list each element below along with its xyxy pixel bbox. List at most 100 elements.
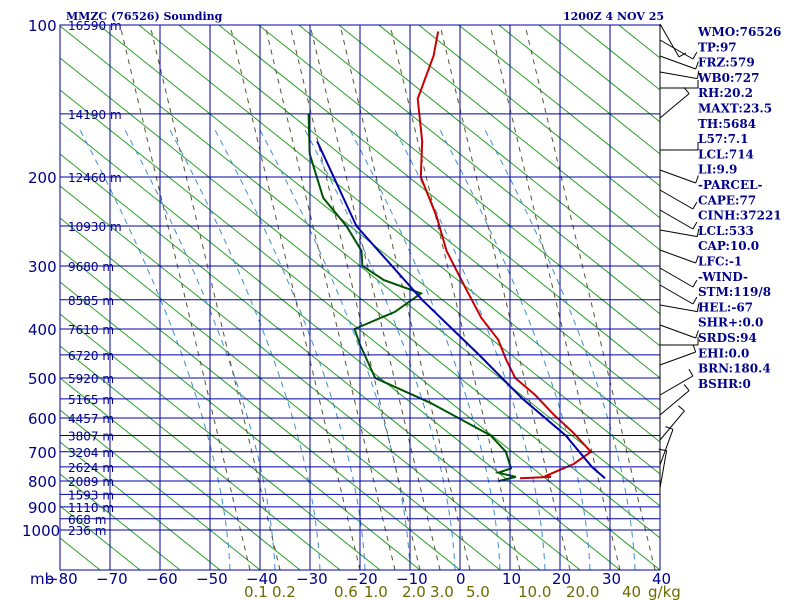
dry-adiabat: [60, 313, 381, 570]
wind-barb-flag: [695, 175, 699, 184]
index-value: LI:9.9: [698, 163, 737, 177]
height-label: 5165 m: [68, 393, 114, 407]
wind-barb: [659, 169, 696, 184]
index-value: LFC:-1: [698, 255, 742, 269]
wind-barb-flag: [665, 426, 674, 430]
wind-barb: [659, 450, 668, 489]
dry-adiabat: [258, 25, 660, 347]
height-label: 2624 m: [68, 461, 114, 475]
dry-adiabat: [418, 25, 660, 219]
valid-time: 1200Z 4 NOV 25: [563, 10, 664, 23]
wind-barb: [659, 229, 698, 238]
mixing-ratio-label: g/kg: [648, 583, 681, 600]
height-label: 8585 m: [68, 294, 114, 308]
wind-barb: [659, 23, 680, 58]
index-value: BSHR:0: [698, 377, 751, 391]
pressure-tick-label: 300: [28, 258, 57, 276]
index-value: CAPE:77: [698, 193, 756, 207]
chart-title: MMZC (76526) Sounding: [66, 10, 223, 23]
wind-barb-flag: [692, 51, 698, 60]
temp-tick-label: 10: [502, 570, 521, 588]
height-label: 12460 m: [68, 171, 122, 185]
mixing-ratio-line: [524, 25, 656, 570]
index-value: TH:5684: [698, 117, 756, 131]
wind-barb-flag: [696, 228, 700, 237]
plot-area: [60, 25, 660, 570]
dry-adiabat: [60, 185, 541, 570]
wind-barb-flag: [678, 52, 687, 58]
temp-tick-label: 40: [652, 570, 671, 588]
dry-adiabat: [60, 89, 660, 570]
temp-tick-label: −70: [96, 570, 128, 588]
wind-barb-flag: [692, 201, 698, 210]
wind-barb: [659, 93, 690, 119]
index-value: HEL:-67: [698, 300, 753, 314]
mixing-ratio-line: [289, 25, 421, 570]
wind-barb: [659, 39, 694, 60]
temp-tick-label: −10: [396, 570, 428, 588]
pressure-tick-label: 500: [28, 370, 57, 388]
wind-barb: [659, 324, 696, 339]
dry-adiabat: [60, 217, 501, 570]
wind-barb-flag: [696, 303, 700, 312]
pressure-tick-label: 900: [28, 499, 57, 517]
height-label: 16590 m: [68, 19, 122, 33]
height-label: 236 m: [68, 524, 106, 538]
pressure-tick-label: 600: [28, 410, 57, 428]
height-label: 4457 m: [68, 412, 114, 426]
mixing-ratio-line: [229, 25, 361, 570]
mixing-ratio-label: 1.0: [364, 583, 388, 600]
dry-adiabat: [338, 25, 660, 283]
pressure-tick-label: 1000: [22, 522, 60, 540]
temp-tick-label: 20: [552, 570, 571, 588]
wind-barb-flag: [695, 330, 699, 339]
wind-barb: [659, 351, 696, 366]
index-value: RH:20.2: [698, 86, 753, 100]
wind-barb-flag: [677, 405, 685, 412]
height-label: 1593 m: [68, 488, 114, 502]
index-value: WB0:727: [697, 71, 759, 85]
index-value: LCL:533: [698, 224, 754, 238]
mixing-ratio-line: [489, 25, 621, 570]
wind-barb: [659, 375, 694, 396]
dry-adiabat: [298, 25, 660, 315]
wind-barb-flag: [692, 279, 698, 288]
temp-tick-label: −20: [346, 570, 378, 588]
temp-tick-label: −40: [246, 570, 278, 588]
wind-barb: [659, 410, 685, 441]
dry-adiabat: [458, 25, 660, 187]
index-value: SHR+:0.0: [698, 316, 763, 330]
height-label: 3204 m: [68, 446, 114, 460]
temp-tick-label: 30: [602, 570, 621, 588]
dry-adiabat: [138, 25, 660, 443]
index-value: STM:119/8: [698, 285, 771, 299]
mixing-ratio-line: [309, 25, 441, 570]
mixing-ratio-line: [119, 25, 251, 570]
index-value: TP:97: [698, 40, 737, 54]
wind-barb-flag: [658, 448, 667, 452]
height-label: 9680 m: [68, 260, 114, 274]
wind-barb: [659, 390, 690, 416]
index-value: BRN:180.4: [698, 362, 771, 376]
dry-adiabat: [60, 249, 461, 570]
index-value: WMO:76526: [697, 25, 781, 39]
pressure-tick-label: 700: [28, 444, 57, 462]
mixing-ratio-label: 2.0: [402, 583, 426, 600]
wind-barb: [659, 284, 694, 305]
temp-tick-label: −80: [46, 570, 78, 588]
wind-barb: [659, 71, 698, 80]
dry-adiabat: [98, 25, 660, 475]
index-value: FRZ:579: [698, 56, 755, 70]
index-value: -WIND-: [698, 270, 748, 284]
dry-adiabat: [60, 153, 581, 570]
height-label: 10930 m: [68, 220, 122, 234]
height-label: 5920 m: [68, 372, 114, 386]
dry-adiabat: [60, 25, 660, 507]
wind-barb-flag: [683, 384, 690, 391]
dry-adiabat: [60, 441, 221, 570]
wind-barb-flag: [692, 344, 697, 353]
wind-barb-flag: [683, 87, 690, 94]
dry-adiabat: [378, 25, 660, 251]
mixing-ratio-line: [389, 25, 521, 570]
